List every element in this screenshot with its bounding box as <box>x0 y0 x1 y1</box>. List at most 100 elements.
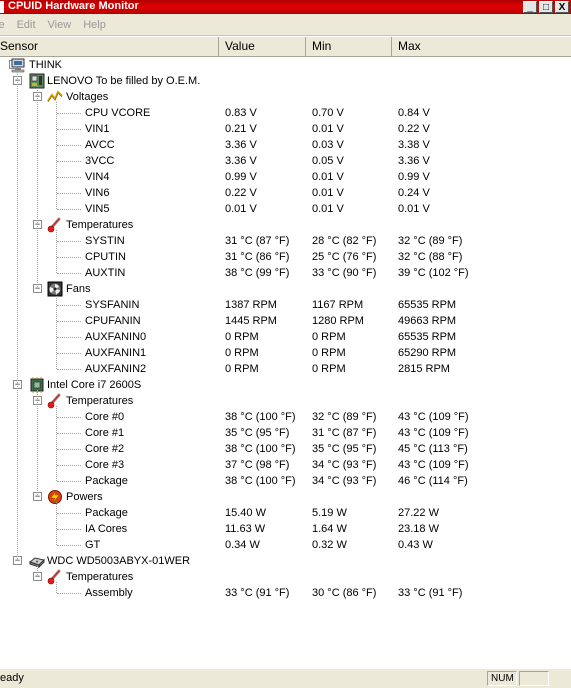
sensor-max: 33 °C (91 °F) <box>398 587 463 599</box>
sensor-row[interactable]: CPU VCORE 0.83 V 0.70 V 0.84 V <box>0 105 571 121</box>
sensor-min: 1280 RPM <box>312 315 364 327</box>
sensor-row[interactable]: Core #0 38 °C (100 °F) 32 °C (89 °F) 43 °C … <box>0 409 571 425</box>
menu-file[interactable]: le <box>0 18 5 31</box>
title-bar: CPUID Hardware Monitor _ □ X <box>0 0 571 14</box>
column-header-min[interactable]: Min <box>306 37 392 56</box>
sensor-max: 43 °C (109 °F) <box>398 459 469 471</box>
sensor-min: 33 °C (90 °F) <box>312 267 377 279</box>
sensor-max: 27.22 W <box>398 507 439 519</box>
sensor-row[interactable]: IA Cores 11.63 W 1.64 W 23.18 W <box>0 521 571 537</box>
sensor-row[interactable]: AUXFANIN0 0 RPM 0 RPM 65535 RPM <box>0 329 571 345</box>
sensor-name: CPUTIN <box>85 251 126 263</box>
sensor-value: 31 °C (86 °F) <box>225 251 290 263</box>
device-row[interactable]: − WDC WD5003ABYX-01WER <box>0 553 571 569</box>
group-label: Temperatures <box>66 571 134 583</box>
sensor-row[interactable]: CPUTIN 31 °C (86 °F) 25 °C (76 °F) 32 °C (8… <box>0 249 571 265</box>
sensor-min: 34 °C (93 °F) <box>312 475 377 487</box>
sensor-row[interactable]: GT 0.34 W 0.32 W 0.43 W <box>0 537 571 553</box>
sensor-name: VIN5 <box>85 203 110 215</box>
sensor-row[interactable]: VIN6 0.22 V 0.01 V 0.24 V <box>0 185 571 201</box>
menu-edit[interactable]: Edit <box>16 18 36 31</box>
voltage-icon <box>47 89 63 105</box>
root-label: THINK <box>29 59 62 71</box>
group-label: Fans <box>66 283 91 295</box>
sensor-name: GT <box>85 539 101 551</box>
sensor-row[interactable]: SYSTIN 31 °C (87 °F) 28 °C (82 °F) 32 °C (8… <box>0 233 571 249</box>
sensor-row[interactable]: AUXFANIN2 0 RPM 0 RPM 2815 RPM <box>0 361 571 377</box>
maximize-button[interactable]: □ <box>539 1 553 13</box>
sensor-min: 31 °C (87 °F) <box>312 427 377 439</box>
tree-connector <box>37 390 38 497</box>
sensor-max: 49663 RPM <box>398 315 457 327</box>
close-button[interactable]: X <box>555 1 569 13</box>
group-row[interactable]: − Voltages <box>0 89 571 105</box>
group-row[interactable]: − Fans <box>0 281 571 297</box>
group-row[interactable]: − Temperatures <box>0 393 571 409</box>
device-row[interactable]: − LENOVO To be filled by O.E.M. <box>0 73 571 89</box>
device-label: Intel Core i7 2600S <box>47 379 142 391</box>
minimize-button[interactable]: _ <box>523 1 537 13</box>
sensor-value: 38 °C (99 °F) <box>225 267 290 279</box>
sensor-name: Core #3 <box>85 459 125 471</box>
tree-connector <box>57 273 81 274</box>
tree-connector <box>57 545 81 546</box>
menu-view[interactable]: View <box>47 18 72 31</box>
tree-connector <box>57 321 81 322</box>
sensor-value: 0.83 V <box>225 107 257 119</box>
sensor-row[interactable]: VIN4 0.99 V 0.01 V 0.99 V <box>0 169 571 185</box>
column-header-value[interactable]: Value <box>219 37 306 56</box>
tree-connector <box>57 241 81 242</box>
sensor-min: 1.64 W <box>312 523 347 535</box>
sensor-row[interactable]: 3VCC 3.36 V 0.05 V 3.36 V <box>0 153 571 169</box>
sensor-max: 32 °C (88 °F) <box>398 251 463 263</box>
tree-connector <box>57 513 81 514</box>
root-row[interactable]: −THINK <box>0 57 571 73</box>
sensor-tree[interactable]: −THINK−LENOVO To be filled by O.E.M.−Vol… <box>0 57 571 666</box>
tree-connector <box>56 230 57 273</box>
sensor-name: SYSTIN <box>85 235 125 247</box>
sensor-row[interactable]: Core #3 37 °C (98 °F) 34 °C (93 °F) 43 °C (… <box>0 457 571 473</box>
tree-connector <box>56 582 57 593</box>
sensor-row[interactable]: CPUFANIN 1445 RPM 1280 RPM 49663 RPM <box>0 313 571 329</box>
sensor-name: CPU VCORE <box>85 107 151 119</box>
tree-connector <box>56 406 57 481</box>
column-header-max[interactable]: Max <box>398 39 421 53</box>
sensor-max: 0.43 W <box>398 539 433 551</box>
sensor-name: Assembly <box>85 587 133 599</box>
column-header-sensor[interactable]: Sensor <box>0 37 219 56</box>
sensor-min: 0 RPM <box>312 331 346 343</box>
tree-connector <box>57 177 81 178</box>
group-row[interactable]: − Powers <box>0 489 571 505</box>
tree-connector <box>57 449 81 450</box>
sensor-row[interactable]: VIN5 0.01 V 0.01 V 0.01 V <box>0 201 571 217</box>
sensor-row[interactable]: Core #2 38 °C (100 °F) 35 °C (95 °F) 45 °C … <box>0 441 571 457</box>
sensor-max: 65290 RPM <box>398 347 457 359</box>
sensor-row[interactable]: Assembly 33 °C (91 °F) 30 °C (86 °F) 33 °C … <box>0 585 571 601</box>
sensor-value: 0.21 V <box>225 123 257 135</box>
sensor-value: 37 °C (98 °F) <box>225 459 290 471</box>
sensor-name: VIN6 <box>85 187 110 199</box>
group-row[interactable]: − Temperatures <box>0 569 571 585</box>
sensor-max: 65535 RPM <box>398 299 457 311</box>
sensor-row[interactable]: VIN1 0.21 V 0.01 V 0.22 V <box>0 121 571 137</box>
sensor-value: 15.40 W <box>225 507 266 519</box>
status-panel-empty <box>519 671 549 686</box>
sensor-min: 0.01 V <box>312 203 344 215</box>
sensor-row[interactable]: AUXFANIN1 0 RPM 0 RPM 65290 RPM <box>0 345 571 361</box>
sensor-row[interactable]: Core #1 35 °C (95 °F) 31 °C (87 °F) 43 °C (… <box>0 425 571 441</box>
sensor-min: 28 °C (82 °F) <box>312 235 377 247</box>
menu-help[interactable]: Help <box>83 18 106 31</box>
sensor-row[interactable]: AVCC 3.36 V 0.03 V 3.38 V <box>0 137 571 153</box>
sensor-row[interactable]: AUXTIN 38 °C (99 °F) 33 °C (90 °F) 39 °C (1… <box>0 265 571 281</box>
hard-drive-icon <box>28 553 45 569</box>
tree-connector <box>56 102 57 209</box>
sensor-max: 0.01 V <box>398 203 430 215</box>
sensor-name: VIN1 <box>85 123 110 135</box>
sensor-row[interactable]: SYSFANIN 1387 RPM 1167 RPM 65535 RPM <box>0 297 571 313</box>
group-row[interactable]: − Temperatures <box>0 217 571 233</box>
sensor-row[interactable]: Package 38 °C (100 °F) 34 °C (93 °F) 46 °C … <box>0 473 571 489</box>
num-lock-indicator: NUM <box>487 671 517 686</box>
device-row[interactable]: − Intel Core i7 2600S <box>0 377 571 393</box>
tree-connector <box>57 353 81 354</box>
sensor-row[interactable]: Package 15.40 W 5.19 W 27.22 W <box>0 505 571 521</box>
